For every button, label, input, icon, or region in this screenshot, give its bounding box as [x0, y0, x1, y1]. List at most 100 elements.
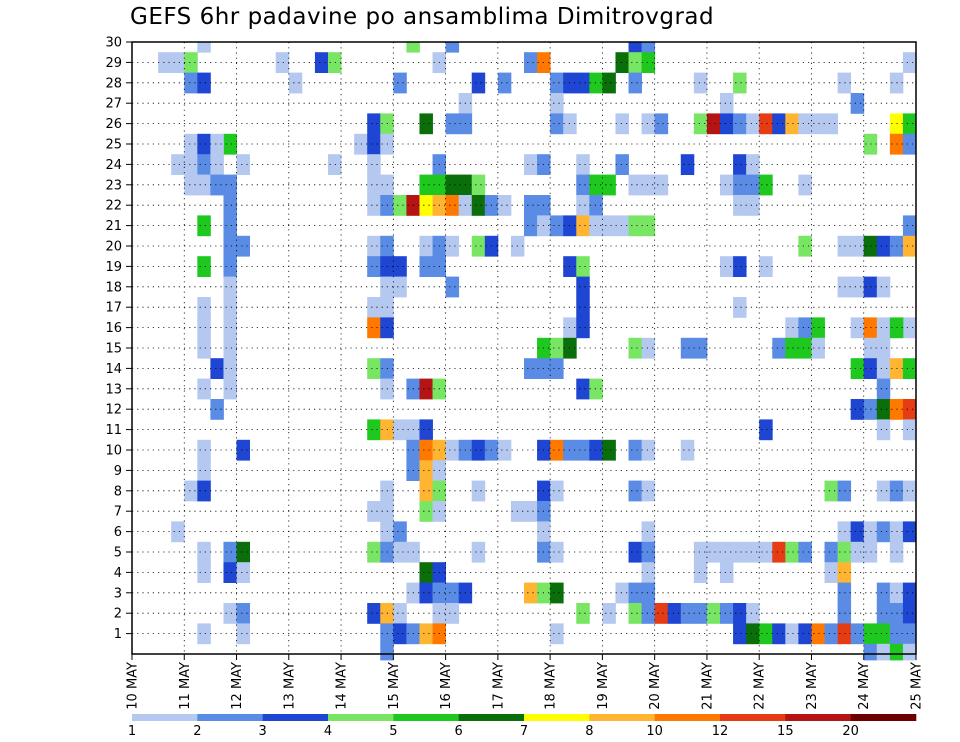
x-tick-label: 19 MAY — [596, 662, 611, 710]
heatmap-cell — [197, 541, 211, 563]
heatmap-cell — [811, 623, 825, 645]
heatmap-cell — [615, 582, 629, 604]
heatmap-cell — [615, 154, 629, 175]
heatmap-cell — [602, 439, 616, 461]
heatmap-cell — [850, 399, 865, 420]
heatmap-cell — [850, 623, 865, 645]
heatmap-cell — [419, 582, 433, 604]
heatmap-cell — [223, 174, 237, 196]
heatmap-cell — [197, 378, 211, 400]
heatmap-cell — [550, 93, 564, 114]
heatmap-cell — [576, 297, 590, 318]
heatmap-cell — [419, 113, 433, 135]
heatmap-cell — [210, 358, 224, 379]
heatmap-cell — [210, 133, 224, 155]
heatmap-cell — [902, 643, 917, 661]
heatmap-cell — [902, 521, 917, 543]
heatmap-cell — [210, 174, 224, 196]
heatmap-cell — [798, 113, 812, 135]
heatmap-cell — [733, 541, 747, 563]
heatmap-cell — [680, 154, 695, 175]
y-tick-label: 13 — [105, 382, 122, 397]
heatmap-cell — [236, 623, 250, 645]
heatmap-cell — [197, 297, 211, 318]
heatmap-cell — [693, 337, 708, 359]
y-tick-label: 2 — [114, 607, 122, 622]
heatmap-cell — [589, 439, 603, 461]
heatmap-cell — [328, 154, 342, 175]
heatmap-cell — [798, 174, 812, 196]
heatmap-cells-layer — [158, 42, 917, 661]
heatmap-cell — [550, 113, 564, 135]
heatmap-cell — [863, 643, 878, 661]
heatmap-cell — [471, 195, 486, 216]
heatmap-cell — [419, 256, 433, 277]
heatmap-cell — [524, 215, 538, 237]
colorbar-swatch — [132, 714, 198, 721]
heatmap-cell — [576, 378, 590, 400]
heatmap-cell — [850, 276, 865, 298]
heatmap-cell — [850, 93, 865, 114]
heatmap-cell — [733, 72, 747, 94]
colorbar-swatch — [850, 714, 917, 721]
heatmap-cell — [785, 337, 799, 359]
heatmap-cell — [654, 603, 669, 624]
colorbar-label: 2 — [193, 724, 201, 739]
colorbar-label: 1 — [128, 724, 136, 739]
y-tick-label: 9 — [114, 464, 122, 479]
heatmap-cell — [850, 358, 865, 379]
heatmap-cell — [876, 521, 891, 543]
heatmap-cell — [197, 460, 211, 481]
x-tick-label: 20 MAY — [648, 662, 663, 710]
heatmap-cell — [550, 215, 564, 237]
y-tick-label: 19 — [105, 260, 122, 275]
heatmap-cell — [837, 72, 852, 94]
y-tick-label: 3 — [114, 586, 122, 601]
heatmap-cell — [902, 52, 917, 73]
heatmap-cell — [550, 541, 564, 563]
heatmap-cell — [445, 276, 460, 298]
heatmap-cell — [837, 480, 852, 502]
heatmap-cell — [393, 603, 407, 624]
heatmap-cell — [550, 623, 564, 645]
heatmap-cell — [589, 195, 603, 216]
heatmap-cell — [223, 337, 237, 359]
y-tick-label: 24 — [105, 158, 122, 173]
heatmap-cell — [876, 358, 891, 379]
heatmap-cell — [628, 174, 642, 196]
heatmap-cell — [367, 297, 381, 318]
heatmap-cell — [275, 52, 290, 73]
heatmap-cell — [628, 582, 642, 604]
heatmap-cell — [236, 562, 250, 583]
heatmap-cell — [419, 439, 433, 461]
colorbar-swatch — [720, 714, 786, 721]
heatmap-cell — [406, 42, 420, 53]
heatmap-cell — [471, 541, 486, 563]
heatmap-cell — [615, 52, 629, 73]
heatmap-cell — [837, 562, 852, 583]
x-tick-label: 21 MAY — [700, 662, 715, 710]
heatmap-cell — [628, 480, 642, 502]
heatmap-cell — [641, 541, 656, 563]
heatmap-cell — [393, 541, 407, 563]
colorbar-label: 3 — [259, 724, 267, 739]
heatmap-cell — [641, 439, 656, 461]
heatmap-cell — [680, 603, 695, 624]
y-tick-label: 21 — [105, 219, 122, 234]
heatmap-cell — [628, 603, 642, 624]
heatmap-cell — [184, 52, 198, 73]
heatmap-cell — [223, 317, 237, 339]
heatmap-cell — [197, 480, 211, 502]
heatmap-cell — [641, 562, 656, 583]
heatmap-cell — [197, 72, 211, 94]
heatmap-cell — [785, 113, 799, 135]
heatmap-cell — [798, 337, 812, 359]
heatmap-cell — [223, 133, 237, 155]
y-axis: 1234567891011121314151617181920212223242… — [105, 36, 132, 642]
heatmap-cell — [733, 174, 747, 196]
x-tick-label: 17 MAY — [491, 662, 506, 710]
heatmap-cell — [184, 480, 198, 502]
chart-title: GEFS 6hr padavine po ansamblima Dimitrov… — [130, 4, 715, 30]
heatmap-cell — [798, 541, 812, 563]
heatmap-cell — [589, 215, 603, 237]
